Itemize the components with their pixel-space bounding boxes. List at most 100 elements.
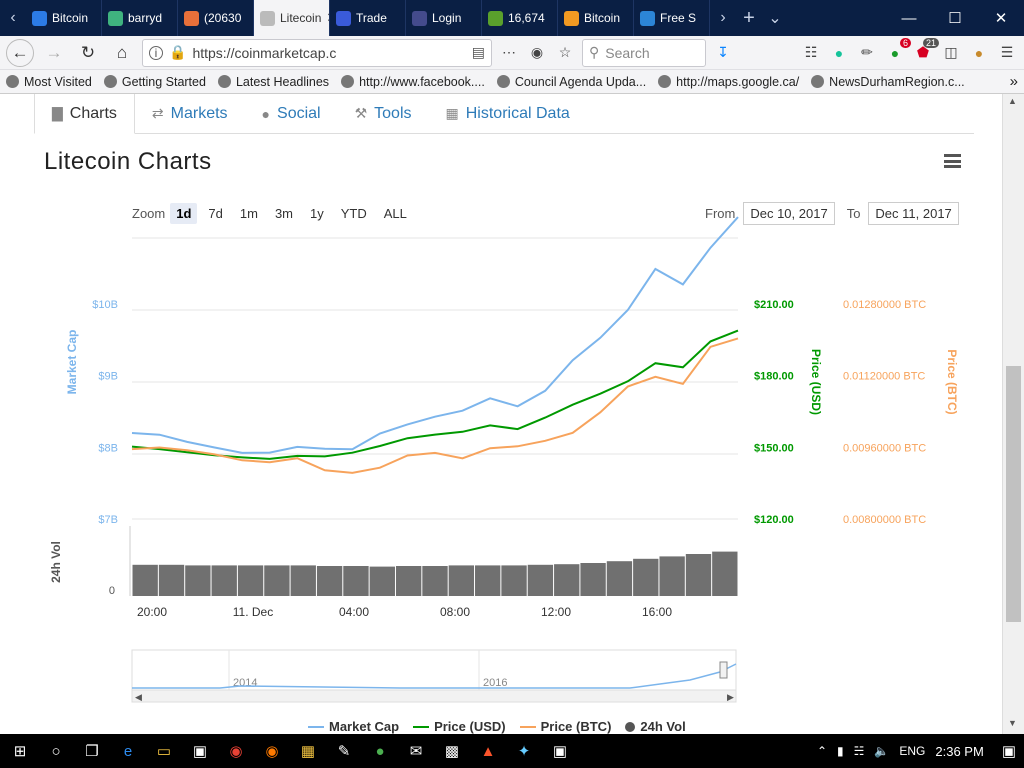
reload-button[interactable]: ↻ xyxy=(80,42,96,62)
volume-bar[interactable] xyxy=(422,566,448,596)
volume-bar[interactable] xyxy=(211,565,237,596)
back-button[interactable]: ← xyxy=(6,38,34,67)
edge-icon[interactable]: e xyxy=(123,742,133,760)
series-line-0[interactable] xyxy=(131,216,739,454)
volume-bar[interactable] xyxy=(343,566,369,596)
volume-bar[interactable] xyxy=(316,566,343,596)
zoom-button[interactable]: YTD xyxy=(340,206,367,221)
series-line-1[interactable] xyxy=(131,329,739,460)
photos-icon[interactable]: ▣ xyxy=(552,743,568,760)
search-box[interactable]: ⚲ Search xyxy=(582,38,706,67)
info-icon[interactable]: i xyxy=(149,45,163,60)
notifications-icon[interactable]: ▣ xyxy=(1001,743,1016,760)
volume-bar[interactable] xyxy=(633,558,659,596)
volume-bar[interactable] xyxy=(685,554,712,596)
volume-bar[interactable] xyxy=(237,565,264,596)
scroll-thumb[interactable] xyxy=(1006,366,1021,622)
bookmark-item[interactable]: Council Agenda Upda... xyxy=(496,75,646,89)
legend-item[interactable]: 24h Vol xyxy=(625,719,686,734)
zoom-button[interactable]: 3m xyxy=(274,206,293,221)
volume-bar[interactable] xyxy=(369,566,395,596)
bookmark-item[interactable]: Most Visited xyxy=(6,75,92,89)
minimize-icon[interactable]: — xyxy=(901,9,917,27)
clock[interactable]: 2:36 PM xyxy=(935,743,984,759)
grammarly-icon[interactable]: ● xyxy=(834,44,844,61)
legend-item[interactable]: Price (BTC) xyxy=(519,719,611,734)
browser-tab[interactable]: Free S xyxy=(634,0,710,36)
search-circle-icon[interactable]: ○ xyxy=(51,742,61,760)
url-text[interactable]: https://coinmarketcap.c xyxy=(192,44,337,61)
chart-menu-icon[interactable] xyxy=(944,154,961,168)
task-view-icon[interactable]: ❐ xyxy=(85,743,99,760)
bookmark-item[interactable]: NewsDurhamRegion.c... xyxy=(811,75,965,89)
volume-icon[interactable]: 🔈 xyxy=(874,744,890,758)
scroll-down-icon[interactable]: ▼ xyxy=(1008,718,1017,728)
battery-icon[interactable]: ▮ xyxy=(837,744,844,758)
page-scrollbar[interactable]: ▲ ▼ xyxy=(1002,94,1024,734)
bookmark-item[interactable]: http://maps.google.ca/ xyxy=(658,75,799,89)
browser-tab[interactable]: (20630 xyxy=(178,0,254,36)
hamburger-menu-icon[interactable]: ☰ xyxy=(1000,44,1014,60)
volume-bar[interactable] xyxy=(580,563,606,596)
calendar-app-icon[interactable]: ▦ xyxy=(300,743,316,760)
calculator-icon[interactable]: ▩ xyxy=(444,743,460,760)
volume-bar[interactable] xyxy=(448,565,475,596)
volume-bar[interactable] xyxy=(527,564,554,596)
pocket-icon[interactable]: ◉ xyxy=(530,44,544,60)
from-date-input[interactable]: Dec 10, 2017 xyxy=(743,202,835,225)
volume-bar[interactable] xyxy=(554,564,580,596)
browser-tab[interactable]: Bitcoin xyxy=(26,0,102,36)
navigator[interactable] xyxy=(131,649,737,691)
volume-bar[interactable] xyxy=(395,566,422,596)
bookmarks-overflow-icon[interactable]: » xyxy=(1009,73,1018,90)
volume-bar[interactable] xyxy=(501,565,527,596)
network-icon[interactable]: ☵ xyxy=(853,744,865,758)
volume-bar[interactable] xyxy=(475,565,501,596)
content-tab[interactable]: ⚒ Tools xyxy=(338,94,429,133)
file-explorer-icon[interactable]: ▭ xyxy=(156,743,172,760)
mail-icon[interactable]: ✉ xyxy=(409,743,423,760)
brave-icon[interactable]: ▲ xyxy=(480,742,496,760)
volume-bar[interactable] xyxy=(659,556,685,596)
adblock-icon[interactable]: ⬟ 21 xyxy=(912,37,939,64)
zoom-button[interactable]: 1d xyxy=(170,203,198,224)
reader-view-icon[interactable]: ▤ xyxy=(471,44,485,60)
new-tab-icon[interactable]: + xyxy=(743,6,755,29)
bookmark-item[interactable]: http://www.facebook.... xyxy=(341,75,485,89)
tab-close-icon[interactable]: ✕ xyxy=(326,10,329,26)
tray-chevron-icon[interactable]: ⌃ xyxy=(816,744,828,758)
volume-bar[interactable] xyxy=(158,564,185,596)
windows-start-icon[interactable]: ⊞ xyxy=(13,743,27,760)
browser-tab[interactable]: Bitcoin xyxy=(558,0,634,36)
volume-bar[interactable] xyxy=(264,565,290,596)
browser-tab[interactable]: barryd xyxy=(102,0,178,36)
volume-bar[interactable] xyxy=(132,564,158,596)
bookmark-item[interactable]: Getting Started xyxy=(103,75,206,89)
extension-icon[interactable]: ● 6 xyxy=(884,37,911,64)
paint-icon[interactable]: ✎ xyxy=(337,743,351,760)
series-line-2[interactable] xyxy=(131,337,739,474)
globe-app-icon[interactable]: ● xyxy=(375,742,385,760)
volume-bar[interactable] xyxy=(712,551,738,596)
tab-list-icon[interactable]: ⌄ xyxy=(768,10,782,27)
navigator-right-arrow-icon[interactable]: ▶ xyxy=(727,692,734,702)
home-button[interactable]: ⌂ xyxy=(116,42,128,62)
chrome-icon[interactable]: ◉ xyxy=(229,743,243,760)
monkey-icon[interactable]: ● xyxy=(974,44,984,61)
volume-bar[interactable] xyxy=(290,565,316,596)
page-actions-icon[interactable]: ⋯ xyxy=(502,44,516,60)
zoom-button[interactable]: 1m xyxy=(239,206,258,221)
eyedropper-icon[interactable]: ✏ xyxy=(861,44,873,60)
to-date-input[interactable]: Dec 11, 2017 xyxy=(868,202,959,225)
url-bar[interactable]: i 🔒 https://coinmarketcap.c ▤ xyxy=(142,38,492,67)
close-window-icon[interactable]: ✕ xyxy=(994,10,1008,27)
zoom-button[interactable]: ALL xyxy=(383,206,407,221)
firefox-icon[interactable]: ◉ xyxy=(265,743,279,760)
navigator-scrollbar[interactable] xyxy=(131,689,737,703)
legend-item[interactable]: Price (USD) xyxy=(413,719,506,734)
download-icon[interactable]: ↧ xyxy=(717,44,729,60)
browser-tab[interactable]: Trade xyxy=(330,0,406,36)
price-chart[interactable]: $7B $8B $9B $10B $120.00 $150.00 $180.00 $210.0… xyxy=(0,94,1002,734)
tab-scroll-right-icon[interactable]: › xyxy=(720,9,726,26)
forward-button[interactable]: → xyxy=(45,42,63,62)
